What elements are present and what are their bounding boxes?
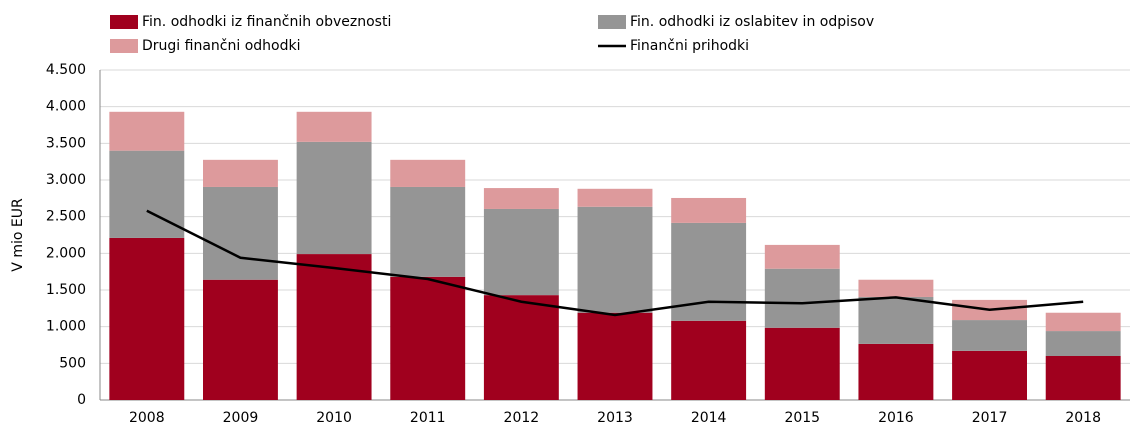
x-tick-label: 2013 — [597, 410, 633, 426]
bar-segment — [203, 159, 278, 187]
bar-segment — [390, 186, 466, 277]
bar-segment — [952, 350, 1027, 400]
line-series — [146, 209, 1084, 317]
y-axis-label: V mio EUR — [10, 198, 26, 272]
x-tick-label: 2011 — [410, 410, 446, 426]
bar-segment — [577, 188, 653, 207]
bar-segment — [764, 268, 840, 328]
x-tick-label: 2012 — [504, 410, 540, 426]
y-tick-label: 2.000 — [46, 245, 86, 261]
bar-segment — [577, 206, 653, 313]
bar-segment — [764, 244, 840, 269]
y-tick-label: 0 — [77, 392, 86, 408]
bar-segment — [577, 312, 653, 400]
x-tick-label: 2017 — [972, 410, 1008, 426]
bar-segment — [296, 141, 372, 255]
bar-segment — [483, 208, 559, 296]
bar-segment — [764, 327, 840, 400]
bar-segment — [1045, 356, 1121, 400]
legend-label: Finančni prihodki — [630, 38, 749, 54]
x-tick-label: 2009 — [223, 410, 259, 426]
legend-swatch — [598, 15, 626, 29]
bar-segment — [109, 237, 185, 400]
legend-swatch — [110, 15, 138, 29]
x-tick-label: 2015 — [784, 410, 820, 426]
y-tick-label: 1.000 — [46, 319, 86, 335]
bar-segment — [390, 159, 466, 187]
y-tick-label: 4.000 — [46, 99, 86, 115]
bar-segment — [483, 188, 559, 209]
bar-segment — [671, 320, 747, 400]
y-tick-label: 2.500 — [46, 209, 86, 225]
y-tick-label: 4.500 — [46, 62, 86, 78]
bar-segment — [858, 296, 934, 344]
bar-segment — [203, 186, 278, 280]
legend-label: Fin. odhodki iz finančnih obveznosti — [142, 14, 391, 30]
x-tick-label: 2010 — [316, 410, 352, 426]
bar-segment — [296, 111, 372, 142]
x-tick-label: 2014 — [691, 410, 727, 426]
bar-segment — [858, 279, 934, 297]
y-tick-label: 3.500 — [46, 135, 86, 151]
bar-segment — [296, 254, 372, 400]
legend-swatch — [110, 39, 138, 53]
legend-label: Fin. odhodki iz oslabitev in odpisov — [630, 14, 874, 30]
y-tick-label: 1.500 — [46, 282, 86, 298]
bar-segment — [390, 276, 466, 400]
bar-segment — [952, 320, 1027, 351]
x-tick-label: 2016 — [878, 410, 914, 426]
y-tick-label: 500 — [59, 355, 86, 371]
bar-segment — [483, 295, 559, 400]
bar-segment — [858, 343, 934, 400]
legend-label: Drugi finančni odhodki — [142, 38, 300, 54]
bar-segment — [109, 111, 185, 151]
x-tick-label: 2008 — [129, 410, 165, 426]
x-tick-label: 2018 — [1065, 410, 1101, 426]
bar-segment — [1045, 312, 1121, 332]
bar-segment — [671, 197, 747, 223]
bar-segment — [1045, 331, 1121, 356]
bar-segment — [203, 279, 278, 400]
y-tick-label: 3.000 — [46, 172, 86, 188]
